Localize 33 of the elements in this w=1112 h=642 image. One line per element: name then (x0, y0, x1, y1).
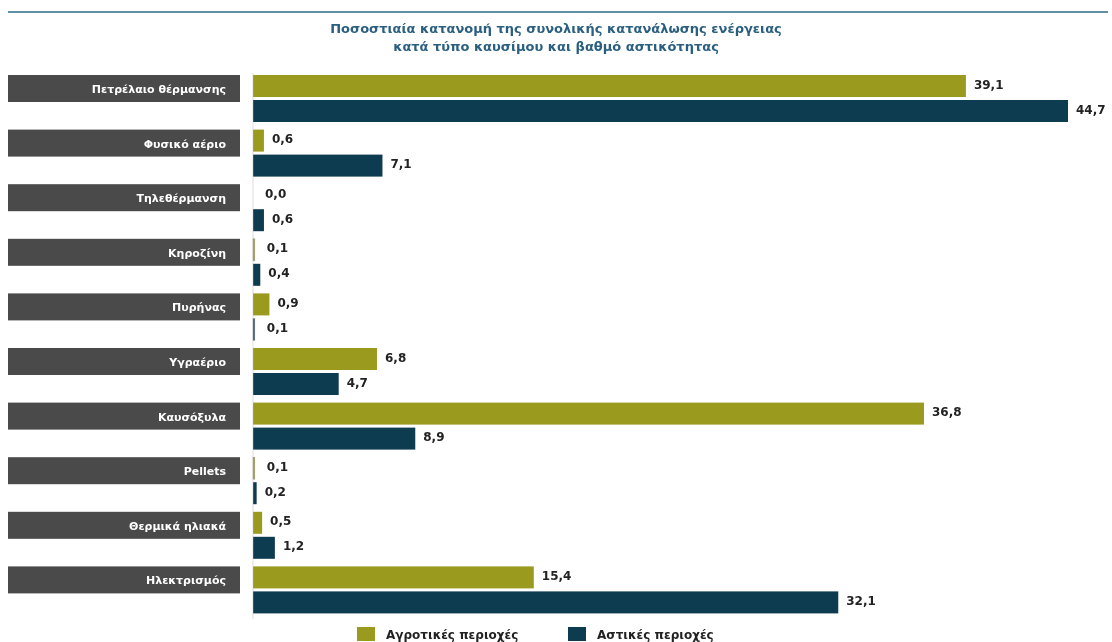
data-label: 15,4 (541, 568, 572, 583)
data-label: 7,1 (390, 157, 412, 172)
legend-label: Αγροτικές περιοχές (386, 628, 519, 642)
data-label: 44,7 (1076, 102, 1106, 117)
data-label: 0,6 (271, 132, 294, 147)
y-tick-label: Θερμικά ηλιακά (129, 519, 227, 533)
data-label: 0,6 (271, 211, 294, 226)
y-tick-label: Πυρήνας (172, 301, 226, 315)
data-label: 0,1 (266, 459, 289, 474)
data-label: 0,0 (265, 186, 287, 201)
y-tick-label: Υγραέριο (168, 356, 227, 369)
legend-label: Αστικές περιοχές (597, 628, 714, 642)
y-tick-label: Τηλεθέρμανση (136, 192, 226, 206)
y-tick-label: Φυσικό αέριο (143, 137, 227, 151)
data-label: 0,1 (266, 241, 289, 256)
data-label: 32,1 (846, 593, 876, 608)
y-tick-label: Πετρέλαιο θέρμανσης (91, 83, 226, 96)
y-tick-label: Ηλεκτρισμός (145, 574, 226, 588)
data-label: 36,8 (931, 405, 962, 420)
data-label: 0,1 (266, 320, 289, 335)
data-label: 8,9 (423, 430, 445, 445)
y-tick-label: Pellets (183, 465, 227, 479)
data-label: 0,2 (264, 484, 286, 499)
data-label: 39,1 (973, 77, 1004, 92)
data-label: 0,4 (268, 266, 290, 281)
data-label: 0,9 (277, 295, 299, 310)
data-label: 6,8 (384, 350, 407, 365)
data-label: 4,7 (346, 375, 368, 390)
chart-title: Ποσοστιαία κατανομή της συνολικής κατανάλωσης ενέργειας κατά τύπο καυσίμου και βαθμό αστικότητας (330, 21, 782, 54)
data-label: 1,2 (282, 539, 305, 554)
data-label: 0,5 (270, 514, 292, 529)
y-tick-label: Κηροζίνη (168, 246, 226, 260)
y-tick-label: Καυσόξυλα (157, 410, 227, 424)
